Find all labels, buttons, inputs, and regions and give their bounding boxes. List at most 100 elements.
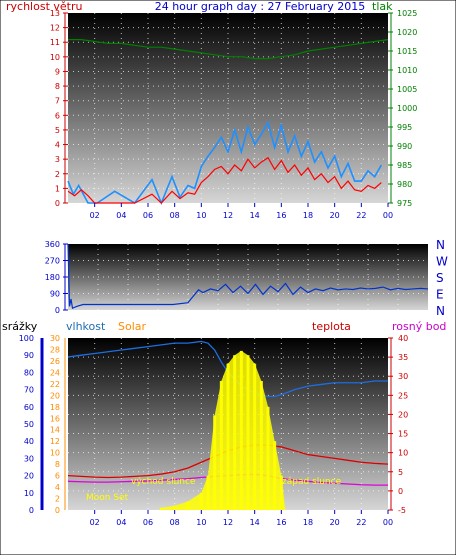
- wind-x-tick-label: 16: [276, 211, 286, 220]
- humidity-axis-label: vlhkost: [66, 320, 106, 333]
- wind-x-tick-label: 06: [143, 211, 153, 220]
- wind-tick-label: 6: [55, 111, 60, 120]
- rain-tick-label: 40: [24, 437, 34, 446]
- pressure-series-line: [68, 38, 389, 60]
- compass-point-label: N: [436, 304, 445, 318]
- temperature-tick-label: 0: [398, 487, 403, 496]
- temperature-axis-label: teplota: [312, 320, 351, 333]
- humidity-tick-label: 6: [55, 472, 60, 481]
- rain-tick-label: 0: [29, 506, 34, 515]
- wind-x-tick-label: 18: [303, 211, 313, 220]
- humidity-tick-label: 8: [55, 460, 60, 469]
- rain-tick-label: 100: [19, 334, 34, 343]
- climate-x-tick-label: 18: [303, 518, 313, 527]
- humidity-tick-label: 14: [50, 426, 60, 435]
- climate-x-tick-label: 12: [223, 518, 233, 527]
- humidity-tick-label: 28: [50, 345, 60, 354]
- rain-tick-label: 10: [24, 489, 34, 498]
- climate-x-tick-label: 00: [383, 518, 393, 527]
- humidity-tick-label: 20: [50, 391, 60, 400]
- wind-x-tick-label: 22: [356, 211, 366, 220]
- temperature-tick-label: 5: [398, 468, 403, 477]
- temperature-tick-label: 25: [398, 391, 408, 400]
- compass-point-label: N: [436, 238, 445, 252]
- rain-axis-label: srážky: [2, 320, 38, 333]
- wind-x-tick-label: 20: [330, 211, 340, 220]
- wind-direction-series-line: [67, 243, 429, 310]
- humidity-tick-label: 4: [55, 483, 60, 492]
- temperature-tick-label: 30: [398, 372, 408, 381]
- wind-series-line: [67, 156, 382, 204]
- climate-x-tick-label: 16: [276, 518, 286, 527]
- climate-x-tick-label: 02: [90, 518, 100, 527]
- wind-tick-label: 11: [50, 38, 60, 47]
- wind-axis-label: rychlost větru: [6, 0, 82, 13]
- climate-x-tick-label: 20: [330, 518, 340, 527]
- pressure-tick-label: 985: [397, 161, 412, 170]
- direction-tick-label: 270: [45, 257, 60, 266]
- pressure-tick-label: 995: [397, 123, 412, 132]
- humidity-tick-label: 26: [50, 357, 60, 366]
- pressure-tick-label: 980: [397, 180, 412, 189]
- wind-tick-label: 7: [55, 97, 60, 106]
- pressure-tick-label: 990: [397, 142, 412, 151]
- chart-title: 24 hour graph day : 27 February 2015: [155, 0, 366, 13]
- climate-x-tick-label: 06: [143, 518, 153, 527]
- direction-tick-label: 180: [45, 273, 60, 282]
- wind-tick-label: 1: [55, 184, 60, 193]
- annotation-sunrise: východ slunce: [131, 477, 196, 487]
- humidity-tick-label: 16: [50, 414, 60, 423]
- humidity-tick-label: 30: [50, 334, 60, 343]
- pressure-tick-label: 1020: [397, 28, 417, 37]
- temperature-tick-label: 40: [398, 334, 408, 343]
- wind-x-tick-label: 12: [223, 211, 233, 220]
- climate-x-tick-label: 22: [356, 518, 366, 527]
- wind-tick-label: 8: [55, 82, 60, 91]
- wind-tick-label: 12: [50, 24, 60, 33]
- rain-tick-label: 50: [24, 420, 34, 429]
- pressure-axis-label: tlak: [372, 0, 393, 13]
- wind-tick-label: 13: [50, 9, 60, 18]
- wind-tick-label: 0: [55, 199, 60, 208]
- pressure-tick-label: 1025: [397, 9, 417, 18]
- rain-tick-label: 30: [24, 454, 34, 463]
- wind-tick-label: 4: [55, 141, 60, 150]
- pressure-tick-label: 975: [397, 199, 412, 208]
- temperature-tick-label: 35: [398, 353, 408, 362]
- climate-x-tick-label: 14: [250, 518, 260, 527]
- solar-axis-label: Solar: [118, 320, 147, 333]
- rain-tick-label: 80: [24, 368, 34, 377]
- compass-point-label: W: [436, 255, 448, 269]
- rain-tick-label: 70: [24, 386, 34, 395]
- rain-tick-label: 60: [24, 403, 34, 412]
- temperature-tick-label: 20: [398, 410, 408, 419]
- compass-point-label: E: [436, 288, 444, 302]
- climate-x-tick-label: 10: [196, 518, 206, 527]
- rain-tick-label: 90: [24, 351, 34, 360]
- humidity-tick-label: 12: [50, 437, 60, 446]
- temperature-tick-label: 10: [398, 449, 408, 458]
- direction-tick-label: 90: [50, 290, 60, 299]
- pressure-tick-label: 1005: [397, 85, 417, 94]
- temperature-tick-label: -5: [398, 506, 406, 515]
- wind-tick-label: 5: [55, 126, 60, 135]
- direction-tick-label: 360: [45, 240, 60, 249]
- direction-tick-label: 0: [55, 306, 60, 315]
- wind-x-tick-label: 08: [170, 211, 180, 220]
- pressure-tick-label: 1010: [397, 66, 417, 75]
- humidity-tick-label: 0: [55, 506, 60, 515]
- wind-tick-label: 9: [55, 67, 60, 76]
- dewpoint-axis-label: rosný bod: [392, 320, 446, 333]
- humidity-tick-label: 24: [50, 368, 60, 377]
- humidity-tick-label: 18: [50, 403, 60, 412]
- wind-x-tick-label: 14: [250, 211, 260, 220]
- humidity-tick-label: 22: [50, 380, 60, 389]
- annotation-sunset: západ slunce: [282, 477, 342, 487]
- climate-x-tick-label: 04: [116, 518, 126, 527]
- pressure-tick-label: 1000: [397, 104, 417, 113]
- wind-x-tick-label: 00: [383, 211, 393, 220]
- solar-area: [158, 350, 286, 510]
- gust-series-line: [67, 120, 383, 206]
